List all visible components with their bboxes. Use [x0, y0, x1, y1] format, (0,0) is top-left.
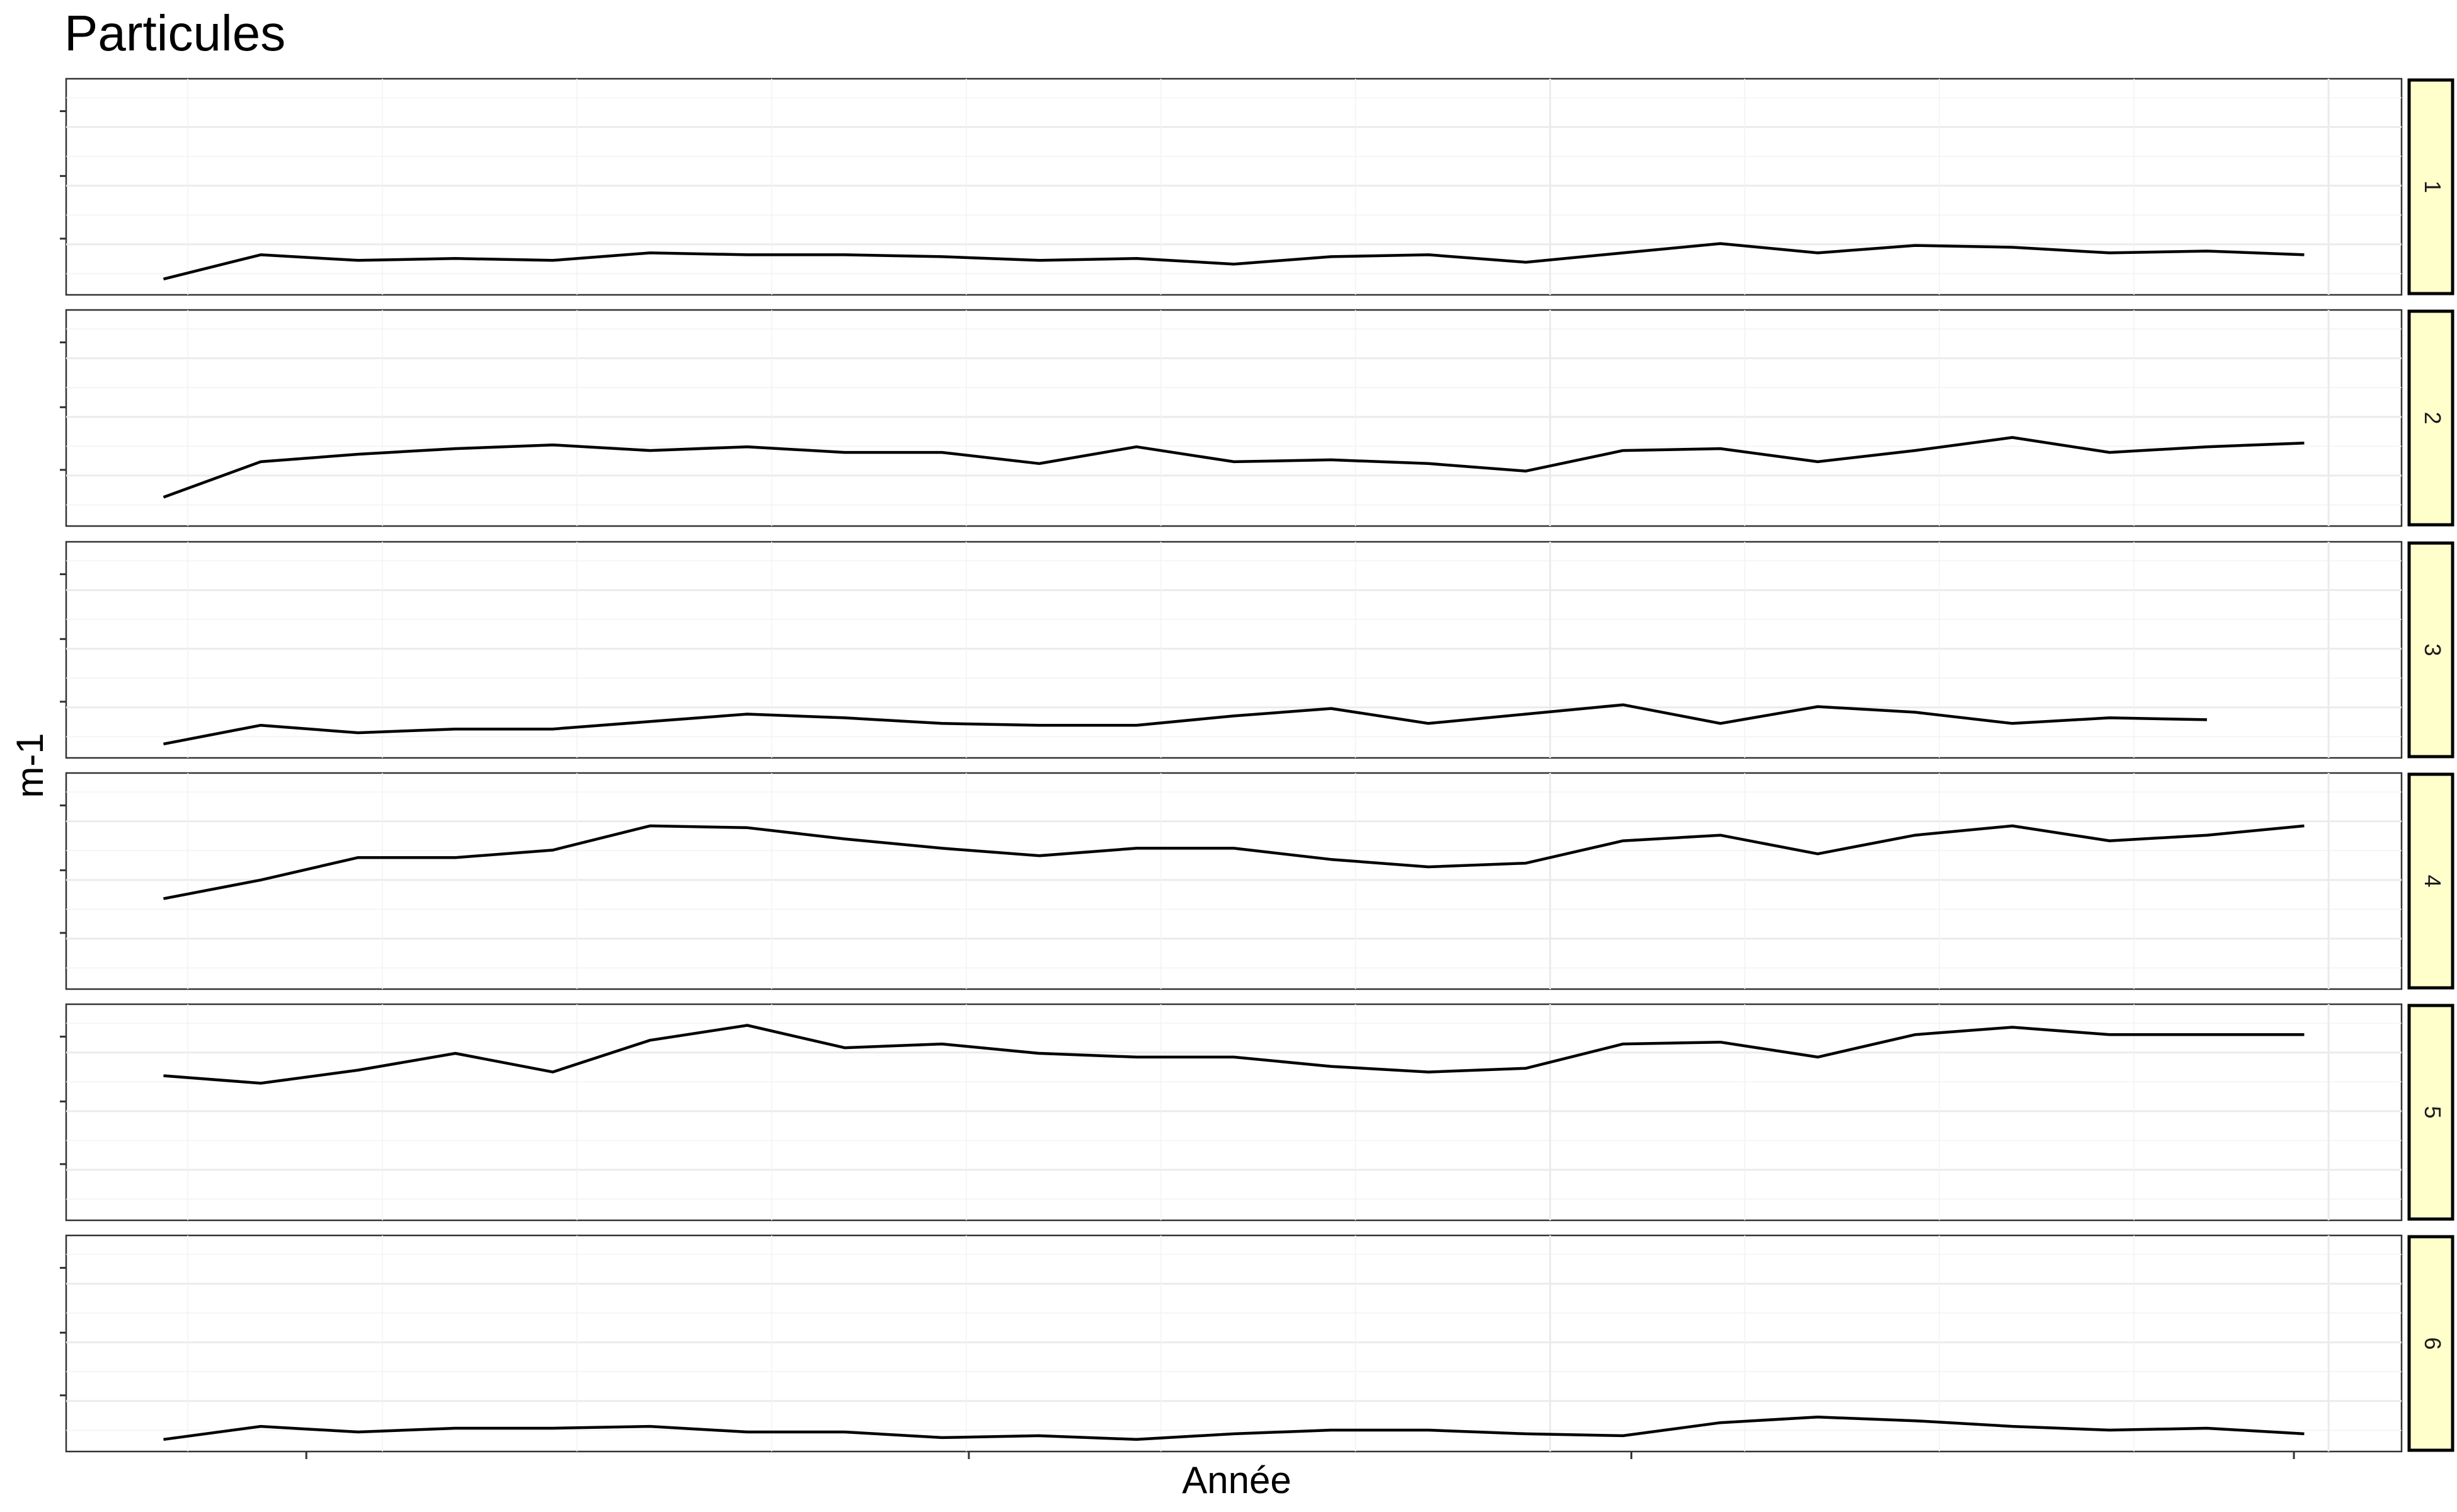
facet-strip-label: 3: [2420, 643, 2446, 656]
facet-panel-4: 4: [60, 772, 2454, 990]
facet-strip-label: 2: [2420, 411, 2446, 424]
facet-strip-label: 5: [2420, 1106, 2446, 1118]
facet-strip: [2407, 309, 2454, 527]
series-line-panel-6: [163, 1416, 2305, 1441]
panel-background: [65, 1234, 2403, 1453]
chart-title: Particules: [64, 5, 285, 61]
panel-background: [65, 541, 2403, 759]
facet-strip: [2407, 772, 2454, 990]
facet-strip-label: 1: [2420, 180, 2446, 193]
facet-strip-label: 4: [2420, 874, 2446, 887]
panel-background: [65, 1003, 2403, 1222]
facet-strip: [2407, 78, 2454, 295]
series-line-panel-1: [163, 242, 2305, 281]
series-line-panel-3: [163, 703, 2208, 746]
facet-panel-6: 6: [60, 1234, 2454, 1453]
facet-panel-5: 5: [60, 1003, 2454, 1222]
facet-strip: [2407, 541, 2454, 759]
x-axis-title: Année: [1182, 1459, 1292, 1501]
panel-background: [65, 772, 2403, 990]
facet-panel-3: 3: [60, 541, 2454, 759]
series-line-panel-5: [163, 1024, 2305, 1085]
facet-panel-1: 1: [60, 77, 2454, 296]
facet-strip: [2407, 1235, 2454, 1452]
series-line-panel-2: [163, 436, 2305, 499]
series-line-panel-4: [163, 824, 2305, 900]
facet-panels: 1 2 3 4 5 6: [60, 77, 2454, 1459]
facet-panel-2: 2: [60, 309, 2454, 527]
facet-strip-label: 6: [2420, 1337, 2446, 1349]
panel-background: [65, 309, 2403, 527]
y-axis-title: m-1: [9, 733, 51, 798]
panel-background: [65, 77, 2403, 296]
facet-strip: [2407, 1004, 2454, 1221]
